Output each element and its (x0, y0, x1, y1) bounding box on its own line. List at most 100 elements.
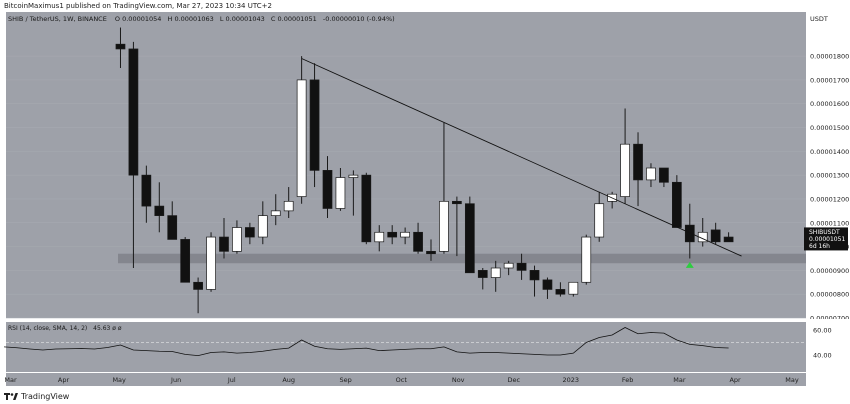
bear-candle-body (154, 205, 165, 216)
candle (620, 108, 630, 204)
rsi-legend-title: RSI (14, close, SMA, 14, 2) (8, 325, 87, 332)
rsi-tick-label: 40.00 (813, 352, 832, 360)
bear-candle-body (542, 279, 553, 290)
legend-high-value: 0.00001063 (174, 15, 213, 23)
publish-info: BitcoinMaximus1 published on TradingView… (4, 2, 272, 10)
bear-candle-body (555, 289, 566, 295)
candle (516, 253, 527, 280)
time-tick-label: Oct (396, 376, 408, 384)
candle (439, 122, 449, 254)
time-tick-label: Aug (282, 376, 295, 384)
candle (633, 132, 643, 207)
candle (426, 239, 436, 261)
time-tick-label: May (785, 376, 799, 384)
candle (206, 232, 216, 292)
candle (464, 196, 475, 274)
candle (193, 277, 203, 314)
bar-close-countdown: 6d 16h (809, 243, 830, 250)
candle (671, 175, 682, 228)
price-tick-label: 0.00001400 (810, 148, 849, 156)
candle (232, 220, 242, 254)
bear-candle-body (180, 239, 191, 283)
rsi-legend: RSI (14, close, SMA, 14, 2) 45.63 ø ø (8, 325, 122, 332)
candle (490, 260, 501, 292)
last-price-value: 0.00001051 (809, 236, 845, 243)
footer-brand[interactable]: TradingView (21, 391, 70, 401)
bear-candle-body (128, 48, 139, 176)
bear-candle-body (219, 236, 229, 252)
candle (542, 277, 553, 299)
bull-candle-body (439, 200, 449, 252)
descending-trendline (301, 58, 742, 257)
rsi-legend-values: 45.63 ø ø (93, 325, 122, 332)
time-tick-label: Apr (729, 376, 741, 384)
bear-candle-body (464, 203, 475, 274)
bear-candle-body (684, 224, 695, 243)
price-pane-background (6, 12, 806, 318)
rsi-pane-background (6, 322, 806, 372)
time-tick-label: Jun (170, 376, 181, 384)
candle (581, 234, 592, 285)
time-tick-label: May (112, 376, 126, 384)
bull-candle-body (270, 210, 281, 216)
bull-candle-body (206, 236, 216, 290)
rsi-axis-background (806, 322, 850, 372)
price-tick-label: 0.00001200 (810, 195, 849, 203)
bull-candle-body (490, 267, 501, 278)
bull-candle-body (620, 143, 630, 197)
bear-candle-body (115, 43, 126, 50)
bear-candle-body (413, 231, 423, 252)
legend-open-label: O (115, 15, 120, 23)
legend-close-value: 0.00001051 (278, 15, 317, 23)
bear-candle-body (633, 143, 643, 181)
candle (361, 172, 372, 245)
legend-close-label: C (271, 15, 276, 23)
last-price-label: SHIBUSDT 0.00001051 6d 16h (804, 227, 848, 251)
rsi-axis[interactable]: 60.00 40.00 (806, 322, 850, 372)
tradingview-logo-icon[interactable] (4, 392, 18, 401)
bear-candle-body (659, 167, 669, 183)
bear-candle-body (529, 270, 540, 281)
candle (270, 194, 281, 226)
time-axis[interactable]: Mar Apr May Jun Jul Aug Sep Oct Nov Dec 2023 Feb Mar… (4, 373, 806, 386)
bear-candle-body (245, 227, 255, 238)
candle (723, 232, 734, 243)
bull-candle-body (568, 281, 579, 295)
candle (309, 63, 320, 188)
candle (568, 281, 579, 297)
bull-candle-body (374, 231, 385, 243)
candle (594, 191, 605, 242)
price-axis[interactable]: USDT 0.00001800 0.00001700 0.00001600 0.000… (804, 12, 850, 323)
candle (387, 225, 398, 245)
candle (296, 56, 307, 204)
time-tick-label: Mar (4, 376, 17, 384)
bull-candle-body (335, 177, 346, 209)
time-axis-background (6, 373, 806, 386)
bull-candle-body (296, 79, 307, 197)
bull-candle-body (646, 167, 656, 181)
candle (141, 165, 152, 223)
time-tick-label: Dec (508, 376, 521, 384)
bear-candle-body (322, 170, 333, 209)
candle (646, 163, 656, 188)
candle (115, 27, 126, 69)
price-tick-label: 0.00001600 (810, 100, 849, 108)
legend-high-label: H (167, 15, 172, 23)
price-tick-label: 0.00000900 (810, 267, 849, 275)
candle (710, 222, 721, 245)
candle (128, 41, 139, 269)
legend-change-value: -0.00000010 (-0.94%) (323, 15, 395, 23)
time-tick-label: Nov (452, 376, 465, 384)
bull-candle-body (503, 262, 514, 269)
candle (322, 156, 333, 219)
bear-candle-body (309, 79, 320, 171)
price-tick-label: 0.00000700 (810, 315, 849, 323)
candle (219, 218, 229, 259)
candlestick-series (115, 27, 734, 314)
bear-candle-body (361, 174, 372, 243)
candle (452, 196, 462, 257)
bear-candle-body (193, 281, 203, 290)
bear-candle-body (426, 250, 436, 255)
candle (180, 237, 191, 283)
